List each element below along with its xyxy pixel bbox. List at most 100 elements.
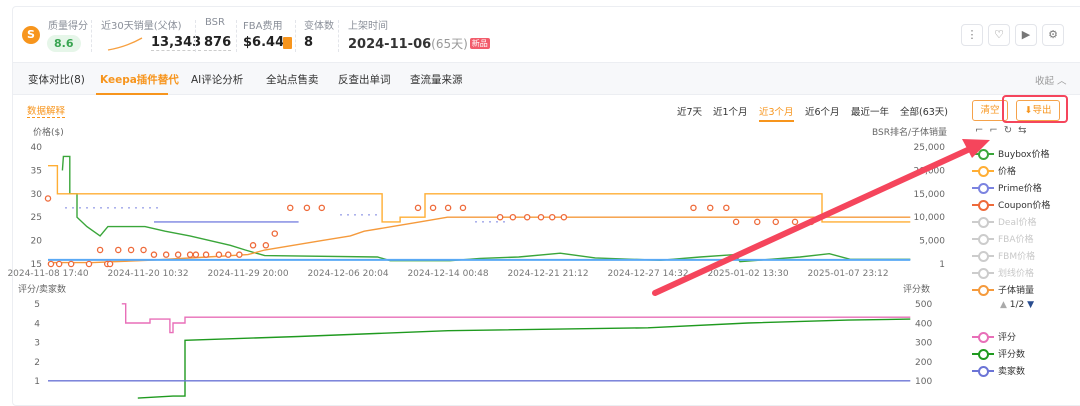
sales30-label: 近30天销量(父体) (101, 21, 182, 32)
swap-icon[interactable]: ⇆ (1018, 125, 1033, 136)
coupon-point (286, 204, 294, 212)
tab-all-sites[interactable]: 全站点售卖 (266, 74, 319, 86)
y-tick-left: 4 (34, 319, 40, 329)
y-tick-left: 35 (31, 166, 42, 176)
coupon-point (47, 260, 55, 268)
range-1y[interactable]: 最近一年 (851, 107, 890, 118)
coupon-point (303, 204, 311, 212)
y-tick-left: 2 (34, 358, 40, 368)
coupon-point (202, 251, 210, 258)
zoom-in-icon[interactable]: ⌐ (975, 125, 990, 136)
bsr-axis-title: BSR排名/子体销量 (872, 126, 947, 138)
legend-item[interactable]: 卖家数 (972, 364, 1025, 377)
pager-prev-icon[interactable]: ▲ (1000, 300, 1010, 310)
y-tick-right: 400 (915, 319, 932, 329)
legend-item[interactable]: 划线价格 (972, 266, 1034, 279)
legend-pager: ▲ 1/2 ▼ (1000, 300, 1034, 310)
coupon-point (225, 251, 232, 258)
legend-item[interactable]: 子体销量 (972, 283, 1034, 296)
coupon-point (723, 204, 730, 212)
range-6m[interactable]: 近6个月 (805, 107, 840, 118)
tab-bar (13, 62, 1080, 95)
listed-date-group: 2024-11-06(65天) 新品 (348, 35, 490, 52)
x-tick-label: 2024-11-29 20:00 (207, 269, 288, 279)
calculator-icon[interactable] (283, 37, 292, 49)
tab-traffic-source[interactable]: 查流量来源 (410, 74, 463, 86)
tab-keepa[interactable]: Keepa插件替代 (100, 74, 179, 86)
legend-item[interactable]: Prime价格 (972, 181, 1042, 194)
legend-item[interactable]: Coupon价格 (972, 198, 1050, 211)
coupon-point (318, 204, 326, 212)
x-tick-label: 2024-11-20 10:32 (107, 269, 188, 279)
clear-button[interactable]: 清空 (972, 100, 1008, 121)
price-axis-title: 价格($) (33, 126, 64, 138)
pager-next-icon[interactable]: ▼ (1024, 300, 1035, 310)
y-tick-left: 40 (31, 143, 43, 153)
coupon-point (44, 195, 52, 202)
tab-variants[interactable]: 变体对比(8) (28, 74, 85, 86)
collapse-button[interactable]: 收起 ︿ (1035, 76, 1067, 87)
tab-ai-review[interactable]: AI评论分析 (191, 74, 244, 86)
pager-text: 1/2 (1009, 300, 1025, 310)
coupon-point (772, 218, 780, 226)
coupon-point (414, 204, 422, 212)
coupon-point (560, 213, 568, 221)
x-tick-label: 2025-01-02 13:30 (707, 269, 788, 279)
range-7d[interactable]: 近7天 (677, 107, 703, 118)
legend-label: 卖家数 (998, 367, 1026, 377)
fba-value: $6.44 (243, 35, 285, 50)
legend-item[interactable]: 价格 (972, 164, 1016, 177)
coupon-point (215, 251, 223, 258)
listed-label: 上架时间 (348, 21, 388, 32)
legend-item[interactable]: 评分数 (972, 347, 1025, 360)
y-tick-right: 300 (915, 339, 932, 349)
legend-marker-icon (972, 148, 994, 160)
legend-item[interactable]: 评分 (972, 330, 1016, 343)
rating-count-axis-title: 评分数 (903, 283, 930, 295)
series-line-价格 (48, 164, 911, 223)
quality-label: 质量得分 (48, 21, 88, 32)
range-all[interactable]: 全部(63天) (900, 107, 949, 118)
x-tick-label: 2024-12-21 21:12 (507, 269, 588, 279)
coupon-point (262, 242, 270, 249)
export-label: 导出 (1032, 105, 1052, 116)
legend-item[interactable]: FBM价格 (972, 249, 1035, 262)
coupon-point (186, 251, 194, 258)
range-3m[interactable]: 近3个月 (759, 104, 794, 122)
y-tick-left: 20 (31, 237, 43, 247)
tab-reverse-keywords[interactable]: 反查出单词 (338, 74, 391, 86)
legend-label: 评分数 (998, 350, 1026, 360)
bsr-value[interactable]: 876 (204, 35, 232, 51)
legend-label: 划线价格 (998, 269, 1035, 279)
legend-marker-icon (972, 348, 994, 360)
active-tab-underline (96, 93, 168, 95)
settings-icon[interactable]: ⚙ (1042, 24, 1064, 46)
heart-icon[interactable]: ♡ (988, 24, 1010, 46)
legend-marker-icon (972, 199, 994, 211)
legend-marker-icon (972, 250, 994, 262)
zoom-reset-icon[interactable]: ⌐ (989, 125, 1004, 136)
y-tick-left: 5 (34, 300, 40, 310)
coupon-point (162, 251, 170, 258)
more-icon[interactable]: ⋮ (961, 24, 983, 46)
coupon-point (67, 260, 75, 268)
export-button[interactable]: ⬇导出 (1016, 100, 1060, 121)
y-tick-right: 1 (939, 260, 945, 270)
y-tick-left: 15 (31, 260, 42, 270)
refresh-icon[interactable]: ↻ (1003, 125, 1019, 136)
legend-marker-icon (972, 165, 994, 177)
legend-item[interactable]: Buybox价格 (972, 147, 1049, 160)
range-1m[interactable]: 近1个月 (713, 107, 748, 118)
coupon-point (732, 218, 740, 226)
video-icon[interactable]: ▶ (1015, 24, 1037, 46)
sales30-value[interactable]: 13,343 (151, 35, 202, 51)
y-tick-left: 30 (31, 190, 43, 200)
coupon-point (459, 204, 467, 212)
coupon-point (249, 242, 257, 249)
data-explain-link[interactable]: 数据解释 (27, 103, 66, 118)
coupon-point (429, 204, 437, 212)
legend-item[interactable]: Deal价格 (972, 215, 1036, 228)
legend-item[interactable]: FBA价格 (972, 232, 1034, 245)
annotation-arrowhead (962, 139, 990, 158)
y-tick-right: 20,000 (914, 166, 946, 176)
